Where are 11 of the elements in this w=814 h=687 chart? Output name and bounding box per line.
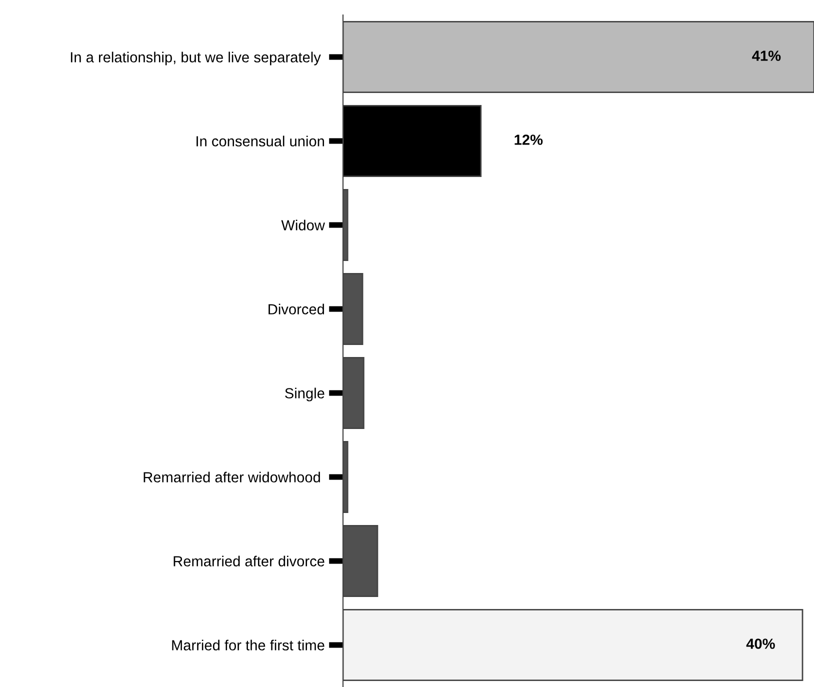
data-label: 40% <box>746 638 775 649</box>
y-tick-label: Divorced <box>268 304 324 314</box>
y-tick-label: Married for the first time <box>172 640 324 650</box>
y-tick-label: Remarried after divorce <box>174 556 324 566</box>
y-tick-label: Single <box>285 388 324 402</box>
y-tick-label: In a relationship, but we live separately <box>70 52 321 66</box>
y-tick-label: Widow <box>281 220 325 230</box>
data-label: 41% <box>752 50 781 61</box>
y-tick-label: In consensual union <box>196 136 324 146</box>
data-label: 12% <box>514 134 543 145</box>
y-tick-label: Remarried after widowhood <box>144 472 320 482</box>
